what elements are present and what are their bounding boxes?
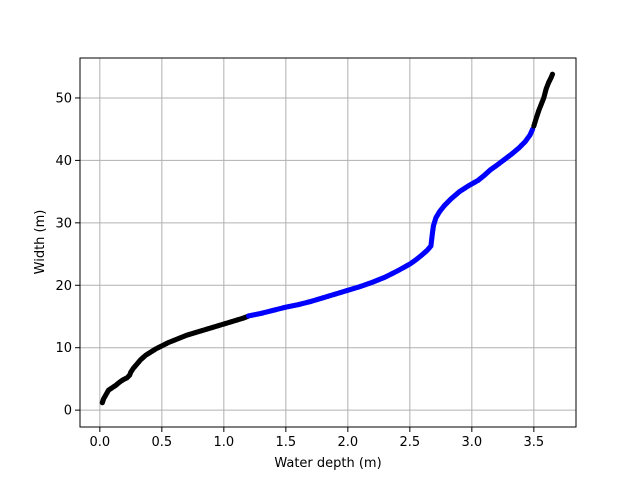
x-tick-label: 0.5	[151, 435, 172, 450]
y-axis-ticks: 0 10 20 30 40 50	[55, 91, 80, 419]
y-tick-label: 20	[55, 279, 72, 294]
grid-lines	[80, 58, 576, 427]
x-axis-label: Water depth (m)	[274, 456, 381, 471]
y-tick-label: 10	[55, 341, 72, 356]
x-tick-label: 2.5	[399, 435, 420, 450]
data-point	[549, 71, 556, 77]
x-tick-label: 0.0	[89, 435, 110, 450]
plot-frame	[79, 57, 577, 428]
y-tick-label: 0	[64, 404, 72, 419]
x-tick-label: 1.0	[213, 435, 234, 450]
data-points	[99, 71, 556, 406]
x-tick-label: 3.5	[523, 435, 544, 450]
y-axis-label: Width (m)	[33, 210, 48, 275]
x-tick-label: 3.0	[461, 435, 482, 450]
x-tick-label: 2.0	[337, 435, 358, 450]
x-axis-ticks: 0.0 0.5 1.0 1.5 2.0 2.5 3.0 3.5	[89, 427, 544, 450]
y-tick-label: 30	[55, 216, 72, 231]
plot-area-background	[80, 58, 576, 427]
x-tick-label: 1.5	[275, 435, 296, 450]
y-tick-label: 40	[55, 154, 72, 169]
y-tick-label: 50	[55, 91, 72, 106]
